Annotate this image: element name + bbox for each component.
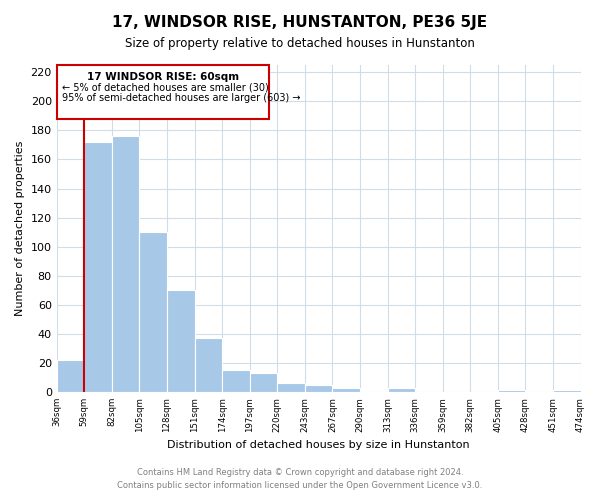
Bar bbox=[84, 142, 112, 392]
Bar bbox=[139, 232, 167, 392]
Bar bbox=[194, 338, 222, 392]
X-axis label: Distribution of detached houses by size in Hunstanton: Distribution of detached houses by size … bbox=[167, 440, 470, 450]
Bar bbox=[250, 373, 277, 392]
Bar bbox=[167, 290, 194, 392]
Text: 95% of semi-detached houses are larger (603) →: 95% of semi-detached houses are larger (… bbox=[62, 92, 301, 102]
Bar bbox=[56, 360, 84, 392]
Bar bbox=[498, 390, 526, 392]
Bar bbox=[305, 384, 332, 392]
Bar bbox=[277, 383, 305, 392]
Text: ← 5% of detached houses are smaller (30): ← 5% of detached houses are smaller (30) bbox=[62, 82, 269, 92]
Text: 17 WINDSOR RISE: 60sqm: 17 WINDSOR RISE: 60sqm bbox=[87, 72, 239, 82]
Y-axis label: Number of detached properties: Number of detached properties bbox=[15, 141, 25, 316]
Text: 17, WINDSOR RISE, HUNSTANTON, PE36 5JE: 17, WINDSOR RISE, HUNSTANTON, PE36 5JE bbox=[112, 15, 488, 30]
Bar bbox=[388, 388, 415, 392]
Text: Contains HM Land Registry data © Crown copyright and database right 2024.
Contai: Contains HM Land Registry data © Crown c… bbox=[118, 468, 482, 490]
Bar bbox=[553, 390, 581, 392]
Text: Size of property relative to detached houses in Hunstanton: Size of property relative to detached ho… bbox=[125, 38, 475, 51]
Bar bbox=[112, 136, 139, 392]
FancyBboxPatch shape bbox=[56, 65, 269, 119]
Bar bbox=[222, 370, 250, 392]
Bar bbox=[332, 388, 360, 392]
